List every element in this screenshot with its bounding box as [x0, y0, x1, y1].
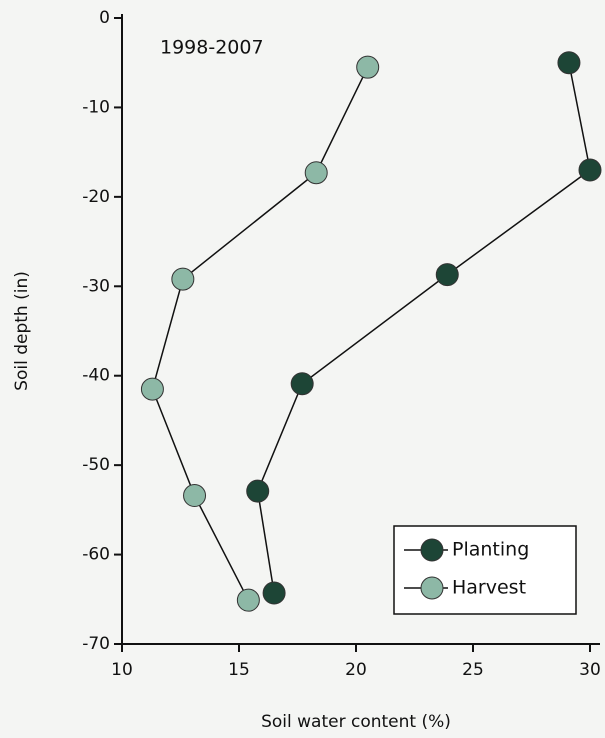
point [435, 263, 459, 287]
legend-label: Planting [452, 539, 529, 561]
y-tick-label: -70 [82, 634, 110, 654]
legend-label: Harvest [452, 577, 526, 599]
series-line [256, 62, 591, 594]
y-tick-label: 0 [99, 8, 110, 28]
point [304, 161, 328, 185]
x-tick-label: 20 [345, 660, 367, 680]
point [262, 581, 286, 605]
point [290, 372, 314, 396]
point [236, 588, 260, 612]
point [246, 479, 270, 503]
y-tick-label: -40 [82, 366, 110, 386]
x-axis-label: Soil water content (%) [261, 712, 451, 732]
x-tick-label: 25 [462, 660, 484, 680]
point [356, 55, 380, 79]
legend-marker [420, 576, 444, 600]
x-tick-label: 30 [579, 660, 601, 680]
point [578, 158, 602, 182]
point [557, 51, 581, 75]
series-line [151, 66, 369, 601]
point [140, 377, 164, 401]
legend-marker [420, 538, 444, 562]
y-tick-label: -20 [82, 187, 110, 207]
annotation: 1998-2007 [160, 37, 264, 59]
y-tick-label: -60 [82, 545, 110, 565]
point [171, 267, 195, 291]
x-tick-label: 10 [111, 660, 133, 680]
y-tick-label: -10 [82, 97, 110, 117]
y-tick-label: -50 [82, 455, 110, 475]
x-tick-label: 15 [228, 660, 250, 680]
y-axis-label: Soil depth (in) [12, 271, 32, 391]
y-tick-label: -30 [82, 276, 110, 296]
point [183, 484, 207, 508]
legend-box [393, 525, 577, 615]
